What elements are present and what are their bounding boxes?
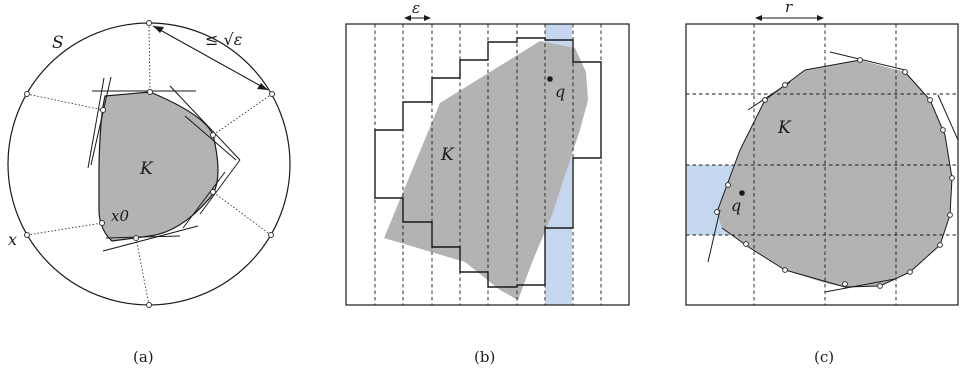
panel-c: r K q (c) [685, 0, 959, 366]
point-outer [146, 302, 152, 308]
point-q [547, 76, 553, 82]
point-outer [24, 91, 30, 97]
point-outer [268, 232, 274, 238]
point-boundary [782, 82, 788, 88]
label-x0: x0 [111, 207, 129, 225]
boundary-points-a [24, 20, 275, 308]
point-boundary [762, 97, 768, 103]
point-boundary [949, 175, 955, 181]
point-boundary [877, 283, 883, 289]
point-x0 [99, 220, 105, 226]
panel-a: S ≤ √ε K x0 x (a) [7, 20, 291, 366]
frame-c [685, 23, 959, 306]
caption-b: (b) [474, 348, 495, 366]
label-x: x [8, 230, 17, 249]
arrow-r [755, 15, 824, 21]
point-boundary [714, 209, 720, 215]
point-outer [269, 91, 275, 97]
point-q [739, 190, 745, 196]
caption-c: (c) [814, 348, 834, 366]
label-dist-bound: ≤ √ε [205, 30, 242, 49]
label-q: q [555, 82, 565, 101]
point-boundary [937, 242, 943, 248]
point-boundary [857, 57, 863, 63]
frame-b [345, 23, 630, 306]
caption-a: (a) [133, 348, 154, 366]
supporting-lines [87, 76, 241, 252]
point-inner [147, 89, 153, 95]
label-r: r [785, 0, 793, 16]
point-inner [210, 189, 216, 195]
point-inner [100, 107, 106, 113]
label-q: q [731, 196, 741, 215]
point-boundary [940, 127, 946, 133]
point-outer [146, 20, 152, 26]
grid-lines [686, 24, 958, 305]
point-boundary [947, 212, 953, 218]
label-K: K [440, 145, 455, 165]
arrow-eps [404, 15, 431, 21]
label-K: K [139, 159, 154, 179]
point-boundary [842, 281, 848, 287]
convex-body-K [717, 60, 952, 287]
arrow-sqrt-eps [152, 25, 269, 91]
label-S: S [52, 33, 64, 53]
label-eps: ε [412, 0, 420, 17]
point-boundary [902, 69, 908, 75]
convex-body-K [98, 91, 219, 242]
point-x [24, 232, 30, 238]
point-boundary [927, 97, 933, 103]
point-boundary [907, 269, 913, 275]
point-inner [210, 132, 216, 138]
point-boundary [725, 182, 731, 188]
point-inner [133, 235, 139, 241]
convex-body-K [384, 41, 588, 300]
point-boundary [743, 241, 749, 247]
point-boundary [782, 267, 788, 273]
label-K: K [777, 118, 792, 138]
panel-b: ε K q (b) [345, 0, 630, 366]
projection-lines [26, 22, 273, 306]
column-cover-outline [374, 37, 602, 288]
boundary-points-c [714, 57, 955, 289]
